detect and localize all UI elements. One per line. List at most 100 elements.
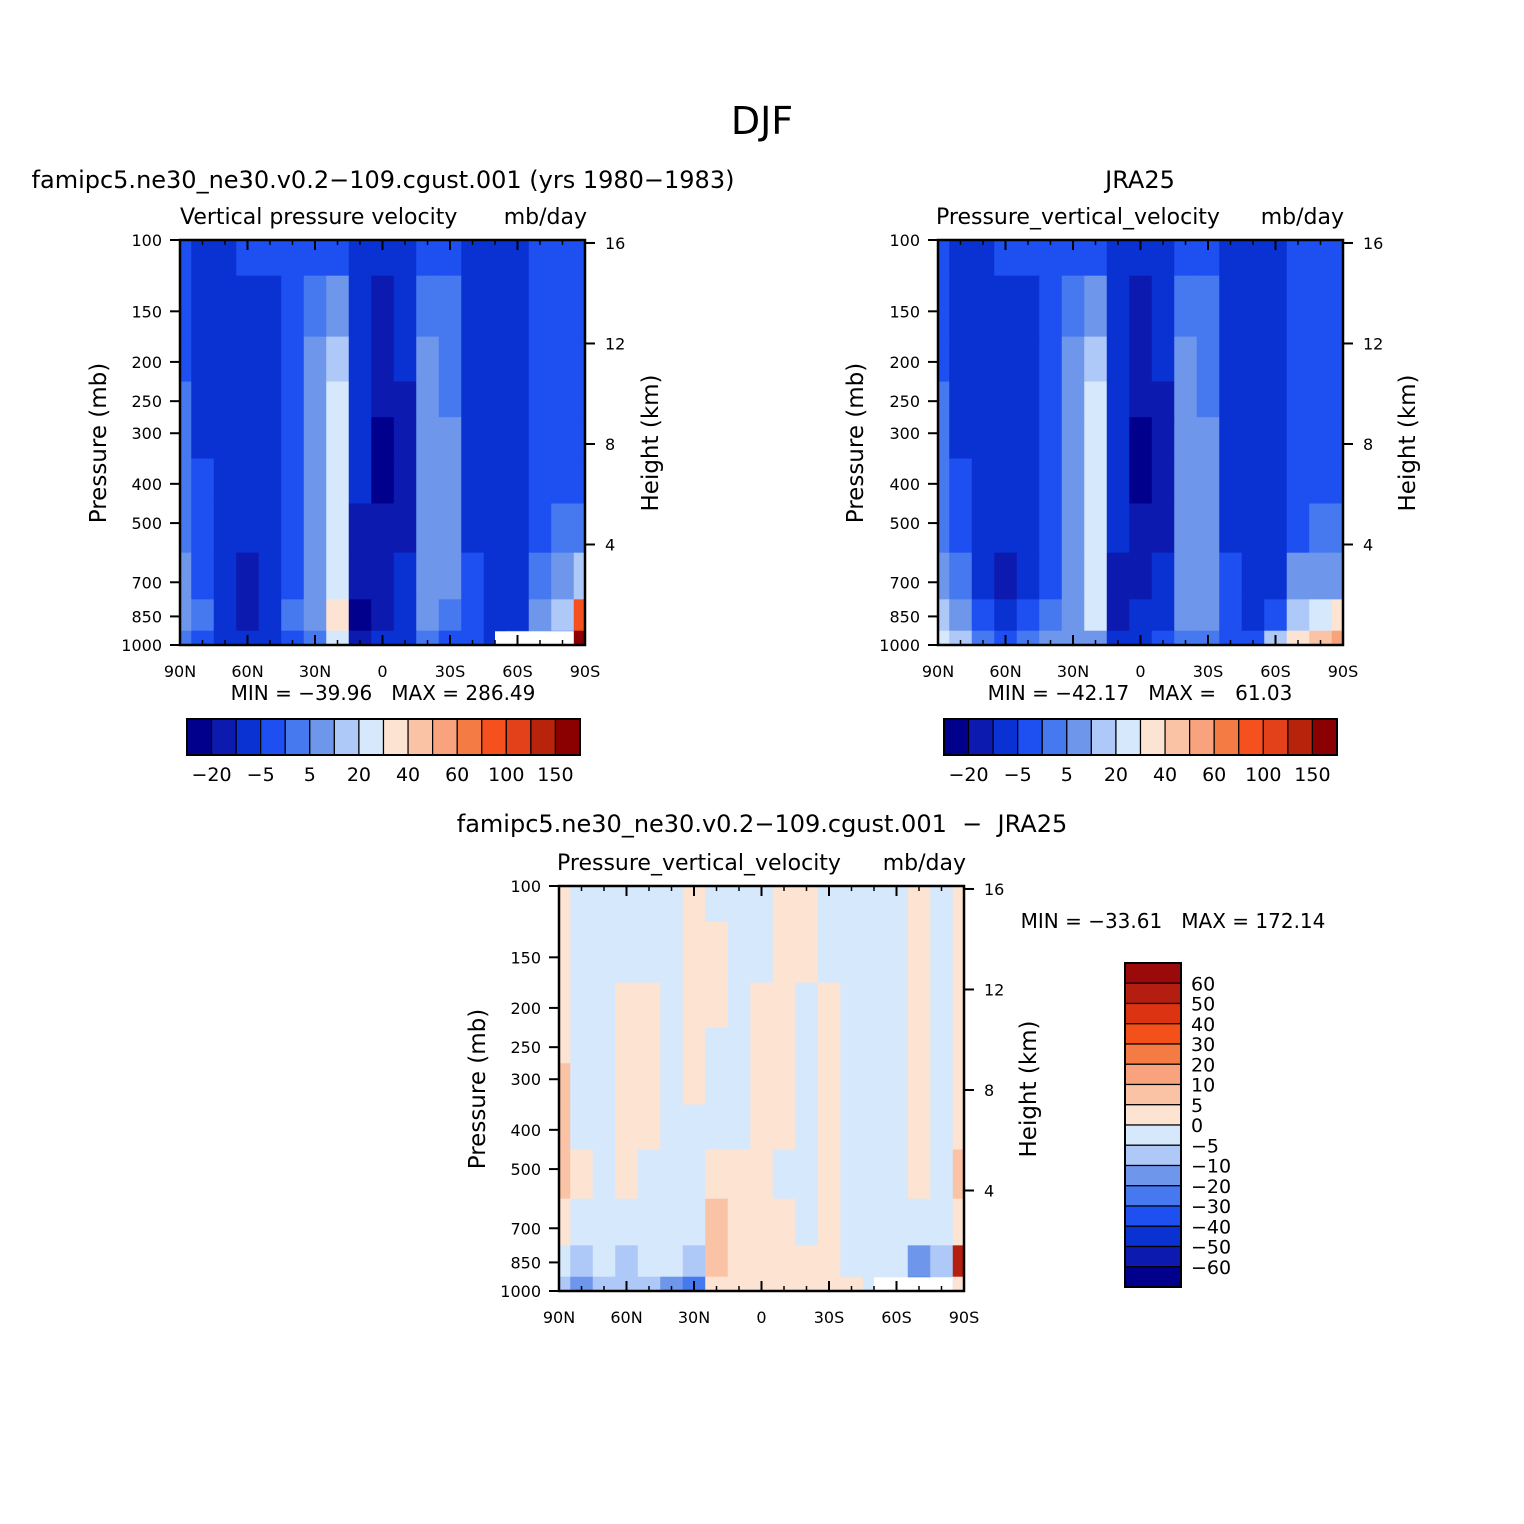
heatmap-cell	[727, 1104, 751, 1151]
heatmap-cell	[483, 336, 507, 383]
x-tick-label: 60S	[502, 662, 533, 681]
heatmap-cell	[1174, 240, 1198, 277]
colorbar-swatch	[1139, 718, 1166, 756]
heatmap-cell	[637, 1149, 661, 1200]
heatmap-cell	[1331, 417, 1344, 460]
panel-obs-subtitle-left: Pressure_vertical_velocity	[936, 205, 1220, 230]
heatmap-cell	[795, 1245, 819, 1278]
x-tick-label: 30S	[814, 1308, 845, 1327]
colorbar-label: −20	[949, 764, 989, 786]
y-tick-label: 300	[131, 424, 162, 443]
heatmap-cell	[660, 1063, 684, 1106]
heatmap-cell	[817, 982, 841, 1029]
heatmap-cell	[795, 1063, 819, 1106]
heatmap-cell	[258, 275, 282, 338]
heatmap-cell	[528, 240, 552, 277]
heatmap-cell	[907, 886, 931, 923]
y-tick-label: 150	[131, 302, 162, 321]
heatmap-cell	[506, 552, 530, 600]
heatmap-cell	[952, 1027, 965, 1064]
y-tick-label: 250	[889, 392, 920, 411]
heatmap-cell	[1241, 552, 1265, 600]
heatmap-cell	[281, 275, 305, 338]
heatmap-cell	[682, 1027, 706, 1064]
heatmap-cell	[682, 1104, 706, 1151]
heatmap-cell	[637, 1063, 661, 1106]
heatmap-cell	[573, 417, 586, 460]
heatmap-cell	[1151, 240, 1175, 277]
colorbar-swatch	[1124, 1225, 1182, 1248]
heatmap-cell	[1309, 275, 1333, 338]
heatmap-cell	[506, 381, 530, 418]
heatmap-cell	[348, 336, 372, 383]
y-tick-label: 850	[510, 1253, 541, 1272]
y2-tick-label: 16	[984, 880, 1004, 899]
y-tick-label: 700	[510, 1219, 541, 1238]
heatmap-cell	[660, 1245, 684, 1278]
heatmap-cell	[592, 1198, 616, 1246]
panel-diff-minmax: MIN = −33.61 MAX = 172.14	[1021, 909, 1326, 933]
panel-obs-title: JRA25	[1103, 166, 1175, 194]
colorbar-swatch	[382, 718, 409, 756]
heatmap-cell	[1129, 552, 1153, 600]
heatmap-cell	[930, 1198, 954, 1246]
heatmap-cell	[281, 599, 305, 632]
colorbar-swatch	[530, 718, 557, 756]
heatmap-cell	[938, 240, 950, 277]
heatmap-cell	[303, 336, 327, 383]
heatmap-cell	[438, 458, 462, 505]
heatmap-cell	[559, 982, 571, 1029]
colorbar-swatch	[1124, 1164, 1182, 1187]
heatmap-cell	[326, 552, 350, 600]
heatmap-cell	[348, 381, 372, 418]
heatmap-cell	[348, 599, 372, 632]
heatmap-cell	[1129, 417, 1153, 460]
y-tick-label: 500	[889, 514, 920, 533]
heatmap-cell	[772, 1149, 796, 1200]
heatmap-cell	[727, 982, 751, 1029]
heatmap-cell	[551, 381, 575, 418]
heatmap-cell	[281, 630, 305, 646]
colorbar-label: 5	[1061, 764, 1073, 786]
colorbar-swatch	[1124, 1185, 1182, 1207]
heatmap-cell	[949, 275, 973, 338]
heatmap-cell	[727, 921, 751, 984]
heatmap-cell	[213, 503, 237, 554]
heatmap-cell	[1061, 503, 1085, 554]
heatmap-cell	[559, 1027, 571, 1064]
heatmap-cell	[949, 552, 973, 600]
heatmap-cell	[862, 982, 886, 1029]
colorbar-swatch	[1124, 962, 1182, 984]
heatmap-cell	[1286, 417, 1310, 460]
heatmap-cell	[660, 886, 684, 923]
heatmap-cell	[1286, 336, 1310, 383]
y2-tick-label: 16	[605, 234, 625, 253]
panel-diff: famipc5.ne30_ne30.v0.2−109.cgust.001 − J…	[457, 810, 1326, 1327]
heatmap-cell	[461, 417, 485, 460]
heatmap-cell	[236, 503, 260, 554]
colorbar-label: 50	[1191, 994, 1215, 1016]
colorbar-label: 40	[396, 764, 420, 786]
colorbar-swatch	[432, 718, 458, 756]
heatmap-cell	[615, 886, 639, 923]
heatmap-cell	[592, 1027, 616, 1064]
heatmap-cell	[1286, 630, 1310, 646]
y-tick-label: 250	[131, 392, 162, 411]
x-tick-label: 0	[1135, 662, 1145, 681]
heatmap-cell	[528, 275, 552, 338]
heatmap-cell	[180, 552, 192, 600]
heatmap-cell	[1309, 240, 1333, 277]
heatmap-cell	[573, 240, 586, 277]
x-tick-label: 30N	[1057, 662, 1089, 681]
heatmap-cell	[660, 921, 684, 984]
heatmap-cell	[1039, 599, 1063, 632]
heatmap-cell	[994, 417, 1018, 460]
heatmap-cell	[1151, 599, 1175, 632]
heatmap-cell	[615, 982, 639, 1029]
heatmap-cell	[1219, 599, 1243, 632]
heatmap-cell	[938, 458, 950, 505]
heatmap-cell	[559, 1063, 571, 1106]
heatmap-cell	[994, 336, 1018, 383]
heatmap-cell	[885, 1027, 909, 1064]
